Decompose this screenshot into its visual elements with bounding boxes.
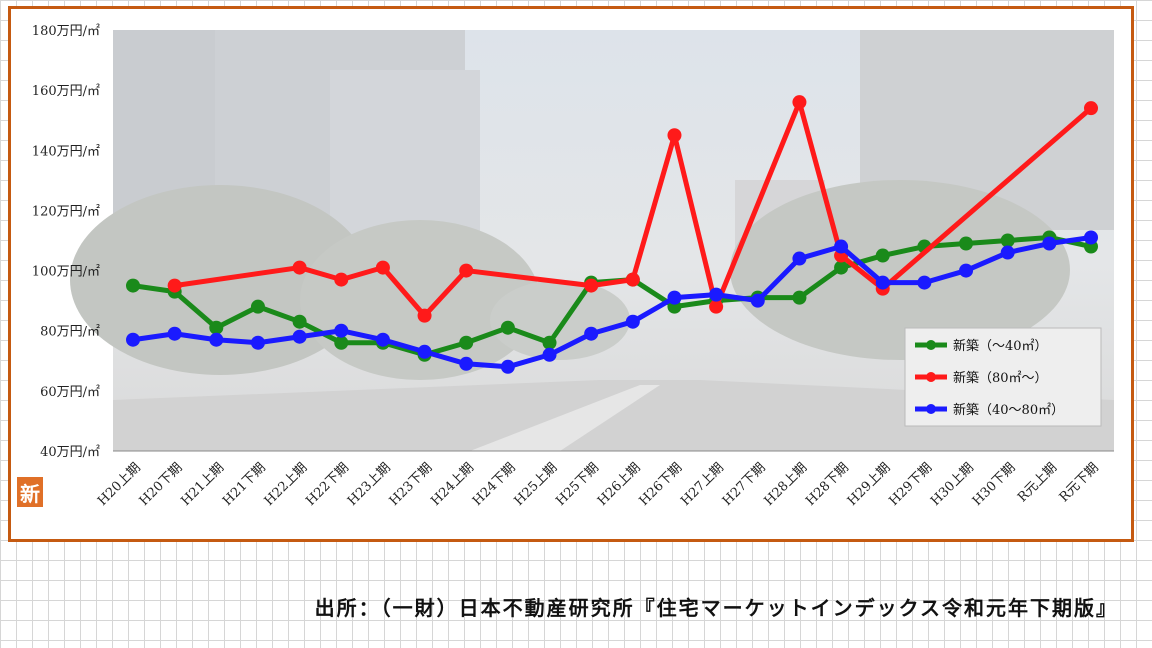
legend-label: 新築（40～80㎡） xyxy=(953,402,1064,418)
data-point xyxy=(292,260,307,275)
data-point xyxy=(959,263,974,278)
data-point xyxy=(459,335,474,350)
y-tick-label: 100万円/㎡ xyxy=(32,265,100,280)
data-point xyxy=(959,236,974,251)
y-tick-label: 60万円/㎡ xyxy=(40,385,100,400)
data-point xyxy=(1000,245,1015,260)
legend-swatch-marker xyxy=(926,340,936,350)
y-tick-label: 80万円/㎡ xyxy=(40,325,100,340)
x-axis: H20上期H20下期H21上期H21下期H22上期H22下期H23上期H23下期… xyxy=(95,460,1102,509)
x-tick-label: H28上期 xyxy=(762,460,811,509)
series-2 xyxy=(126,230,1098,374)
data-point xyxy=(375,260,390,275)
x-tick-label: H25上期 xyxy=(512,460,561,509)
data-point xyxy=(750,293,765,308)
data-point xyxy=(584,278,599,293)
x-tick-label: H30上期 xyxy=(928,460,977,509)
data-point xyxy=(709,287,724,302)
data-point xyxy=(834,239,849,254)
x-tick-label: H23下期 xyxy=(387,460,436,509)
x-tick-label: R元下期 xyxy=(1057,460,1102,505)
x-tick-label: H21下期 xyxy=(220,460,269,509)
y-tick-label: 40万円/㎡ xyxy=(40,445,100,460)
logo-badge: 新 xyxy=(17,477,43,507)
data-point xyxy=(542,347,557,362)
x-tick-label: H22下期 xyxy=(303,460,352,509)
data-point xyxy=(292,329,307,344)
data-point xyxy=(292,314,307,329)
data-point xyxy=(500,359,515,374)
data-point xyxy=(167,326,182,341)
data-point xyxy=(834,260,849,275)
source-caption: 出所：（一財）日本不動産研究所『住宅マーケットインデックス令和元年下期版』 xyxy=(314,596,1118,620)
data-point xyxy=(375,332,390,347)
data-point xyxy=(417,308,432,323)
data-point xyxy=(459,356,474,371)
legend: 新築（～40㎡） 新築（80㎡～） 新築（40～80㎡） xyxy=(904,327,1102,427)
data-point xyxy=(334,272,349,287)
y-tick-label: 180万円/㎡ xyxy=(32,24,100,39)
data-point xyxy=(625,272,640,287)
x-tick-label: H23上期 xyxy=(345,460,394,509)
x-tick-label: H26上期 xyxy=(595,460,644,509)
data-point xyxy=(417,344,432,359)
data-point xyxy=(875,275,890,290)
data-point xyxy=(126,332,140,347)
y-tick-label: 140万円/㎡ xyxy=(32,144,100,159)
data-point xyxy=(250,299,265,314)
series-1 xyxy=(167,95,1098,323)
data-point xyxy=(542,335,557,350)
x-tick-label: H29上期 xyxy=(845,460,894,509)
data-point xyxy=(209,320,224,335)
data-point xyxy=(126,278,140,293)
x-tick-label: H20上期 xyxy=(95,460,144,509)
data-point xyxy=(334,323,349,338)
y-tick-label: 160万円/㎡ xyxy=(32,84,100,99)
series-layer xyxy=(126,95,1098,374)
data-point xyxy=(459,263,474,278)
x-tick-label: H24上期 xyxy=(428,460,477,509)
data-point xyxy=(667,290,682,305)
legend-swatch-marker xyxy=(926,404,936,414)
x-tick-label: H26下期 xyxy=(637,460,686,509)
data-point xyxy=(584,326,599,341)
x-tick-label: H27上期 xyxy=(678,460,727,509)
data-point xyxy=(250,335,265,350)
data-point xyxy=(500,320,515,335)
x-tick-label: H24下期 xyxy=(470,460,519,509)
data-point xyxy=(792,95,807,110)
data-point xyxy=(334,335,349,350)
series-line xyxy=(132,235,1092,370)
data-point xyxy=(917,275,932,290)
street-photo-background xyxy=(70,30,1114,451)
x-tick-label: H22上期 xyxy=(262,460,311,509)
data-point xyxy=(667,128,682,143)
data-point xyxy=(1042,236,1057,251)
data-point xyxy=(209,332,224,347)
legend-label: 新築（80㎡～） xyxy=(953,370,1048,386)
x-tick-label: H20下期 xyxy=(137,460,186,509)
legend-swatch-marker xyxy=(926,372,936,382)
x-tick-label: H30下期 xyxy=(970,460,1019,509)
x-tick-label: H25下期 xyxy=(553,460,602,509)
data-point xyxy=(625,314,640,329)
x-tick-label: H28下期 xyxy=(803,460,852,509)
data-point xyxy=(792,290,807,305)
data-point xyxy=(1084,101,1098,116)
data-point xyxy=(167,278,182,293)
data-point xyxy=(1084,230,1098,245)
series-line xyxy=(174,99,1093,319)
x-tick-label: H21上期 xyxy=(178,460,227,509)
y-tick-label: 120万円/㎡ xyxy=(32,204,100,219)
x-tick-label: R元上期 xyxy=(1015,460,1060,505)
data-point xyxy=(1000,233,1015,248)
x-tick-label: H27下期 xyxy=(720,460,769,509)
x-tick-label: H29下期 xyxy=(887,460,936,509)
legend-label: 新築（～40㎡） xyxy=(953,338,1048,354)
data-point xyxy=(792,251,807,266)
y-axis: 40万円/㎡ 60万円/㎡ 80万円/㎡ 100万円/㎡ 120万円/㎡ 140万円/㎡ 1… xyxy=(32,24,1114,460)
data-point xyxy=(709,299,724,314)
data-point xyxy=(875,248,890,263)
